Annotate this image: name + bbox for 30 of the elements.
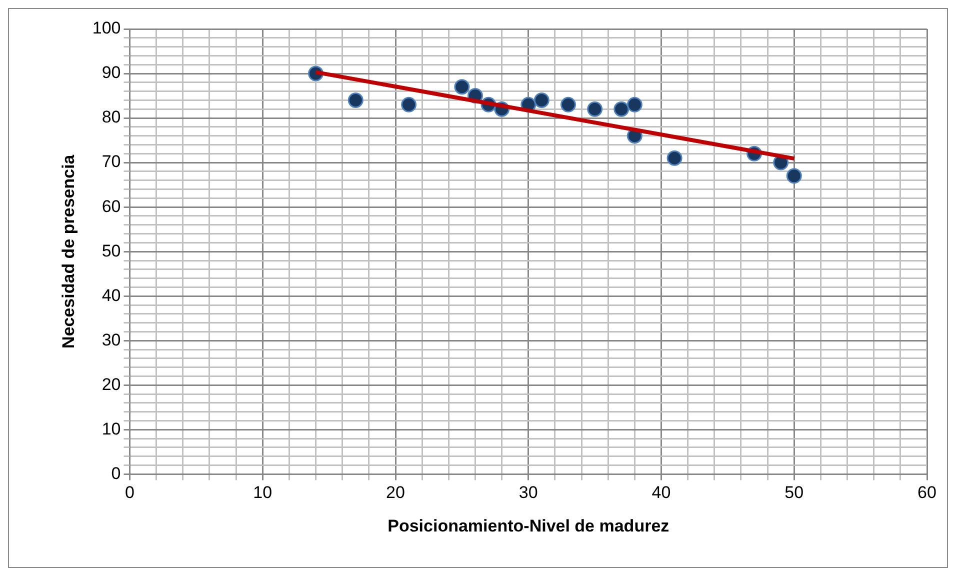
point [560,96,576,112]
y-tick-label: 60 [102,196,121,216]
point [534,92,550,108]
x-tick-label: 50 [784,483,804,502]
y-tick-label: 10 [102,419,121,438]
y-tick-label: 40 [102,286,121,305]
x-axis-title: Posicionamiento-Nivel de madurez [388,516,670,536]
y-tick-label: 0 [111,464,121,483]
point [626,96,642,112]
point [614,101,630,117]
y-tick-label: 100 [92,18,121,38]
x-tick-label: 0 [125,483,134,502]
y-tick-label: 70 [102,152,121,172]
x-tick-label: 30 [518,483,538,502]
y-tick-label: 80 [102,108,121,127]
point [666,150,682,166]
y-tick-label: 90 [102,63,121,82]
x-tick-label: 40 [652,483,671,502]
y-tick-label: 50 [102,241,121,260]
y-tick-label: 30 [102,330,121,350]
point [401,96,417,112]
point [587,101,603,117]
point [786,168,802,184]
y-tick-label: 20 [102,374,121,394]
point [454,79,470,95]
point [348,92,364,108]
x-tick-label: 20 [386,483,405,502]
x-tick-label: 60 [918,483,936,502]
y-axis-title: Necesidad de presencia [58,154,78,348]
x-tick-label: 10 [253,483,272,502]
